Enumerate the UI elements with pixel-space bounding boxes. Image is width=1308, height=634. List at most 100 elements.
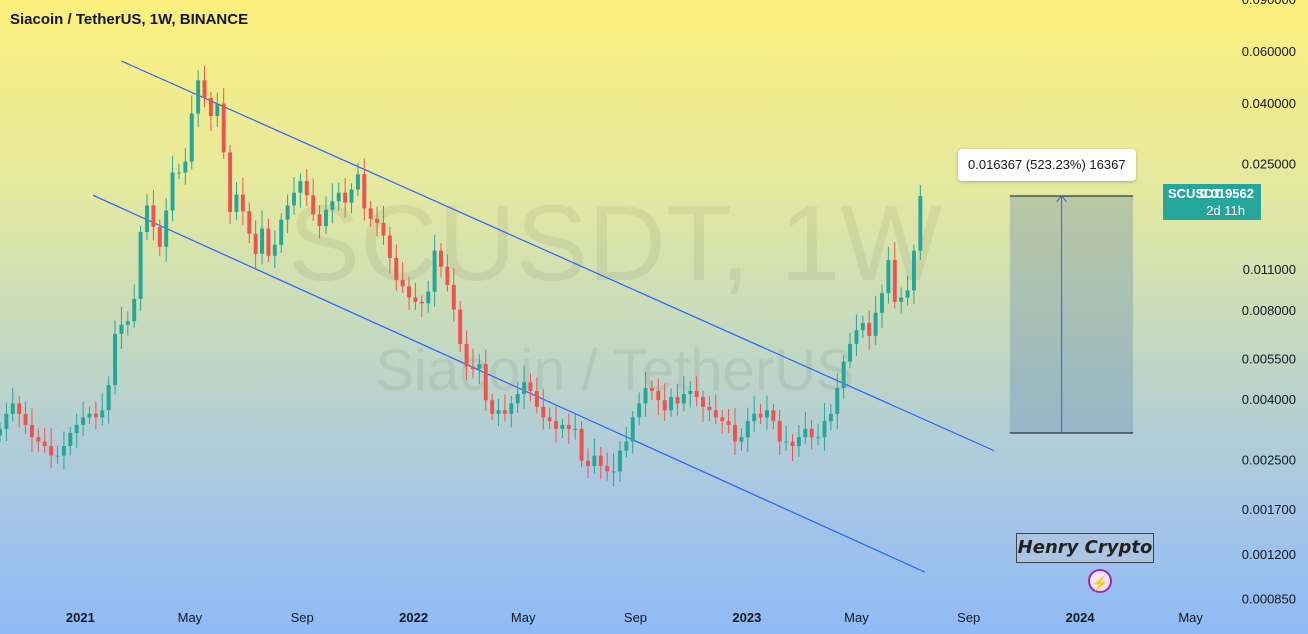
- chart-title: Siacoin / TetherUS, 1W, BINANCE: [10, 11, 249, 28]
- candle-up: [669, 397, 674, 411]
- candle-up: [477, 364, 482, 369]
- x-tick-label: 2022: [399, 610, 428, 625]
- candle-up: [55, 455, 60, 457]
- candle-down: [394, 257, 399, 280]
- lightning-bolt-icon[interactable]: ⚡: [1088, 569, 1112, 593]
- y-tick-label: 0.008000: [1242, 303, 1296, 318]
- candle-up: [132, 298, 137, 322]
- candle-down: [586, 460, 590, 466]
- candle-down: [343, 192, 348, 203]
- candle-up: [764, 410, 769, 418]
- watermark-symbol: SCUSDT, 1W: [288, 182, 942, 303]
- candle-up: [292, 192, 296, 206]
- candle-down: [157, 226, 162, 247]
- candle-down: [266, 228, 271, 256]
- candle-down: [311, 195, 316, 215]
- candle-up: [170, 172, 175, 211]
- candle-up: [873, 312, 878, 336]
- candle-up: [784, 441, 789, 443]
- price-tag-symbol: SCUSDT: [1168, 186, 1222, 201]
- candle-down: [240, 194, 245, 212]
- y-axis[interactable]: 0.090000 0.060000 0.040000 0.025000 0.011000…: [1242, 0, 1296, 606]
- trendline-channel-upper[interactable]: [121, 60, 995, 452]
- candle-down: [598, 455, 603, 466]
- x-tick-label: May: [178, 610, 203, 625]
- candle-up: [630, 417, 635, 442]
- candle-up: [886, 260, 891, 294]
- y-tick-label: 0.001200: [1242, 547, 1296, 562]
- candle-down: [733, 424, 737, 442]
- y-tick-label: 0.025000: [1242, 157, 1296, 172]
- candle-down: [809, 428, 814, 438]
- candle-up: [106, 385, 111, 411]
- candle-down: [554, 421, 559, 429]
- price-tag-countdown: 2d 11h: [1206, 203, 1245, 218]
- candle-down: [694, 390, 699, 398]
- candle-down: [362, 174, 367, 209]
- candle-down: [892, 260, 897, 302]
- watermark-name: Siacoin / TetherUS: [375, 338, 854, 403]
- candle-up: [68, 432, 73, 447]
- candle-up: [100, 410, 105, 418]
- candle-up: [272, 244, 277, 256]
- measure-rect[interactable]: [1009, 195, 1134, 433]
- candle-down: [534, 390, 539, 407]
- candle-down: [151, 205, 156, 227]
- candle-down: [253, 233, 258, 254]
- y-tick-label: 0.060000: [1242, 44, 1296, 59]
- candle-down: [713, 410, 718, 418]
- author-signature: Henry Crypto: [1016, 533, 1154, 563]
- candle-up: [515, 393, 520, 404]
- candle-up: [860, 322, 865, 331]
- candle-up: [336, 192, 341, 202]
- candles: [0, 65, 923, 487]
- candle-up: [573, 428, 578, 430]
- candle-up: [617, 450, 622, 472]
- y-tick-label: 0.002500: [1242, 453, 1296, 468]
- candle-down: [777, 421, 782, 442]
- measure-drawing[interactable]: [1009, 195, 1134, 434]
- candle-down: [656, 390, 661, 401]
- candle-down: [771, 410, 776, 422]
- candle-down: [649, 387, 654, 391]
- candle-down: [528, 382, 533, 391]
- candle-down: [93, 413, 98, 418]
- candle-down: [400, 279, 405, 287]
- candle-down: [707, 406, 712, 411]
- x-axis[interactable]: 2021 May Sep 2022 May Sep 2023 May Sep 2024 May: [66, 610, 1203, 625]
- candle-down: [228, 152, 233, 212]
- candle-up: [899, 297, 904, 302]
- candle-down: [208, 97, 213, 117]
- candle-up: [918, 195, 923, 251]
- trendline-channel-lower[interactable]: [92, 194, 926, 573]
- candle-up: [330, 201, 335, 210]
- y-tick-label: 0.001700: [1242, 502, 1296, 517]
- candle-up: [643, 387, 648, 404]
- trend-channel[interactable]: [92, 60, 995, 573]
- candle-up: [848, 343, 853, 362]
- candle-up: [349, 189, 354, 203]
- candle-down: [317, 214, 322, 227]
- candle-up: [828, 413, 833, 422]
- candle-down: [202, 80, 207, 98]
- candle-down: [29, 424, 34, 438]
- candle-up: [637, 403, 642, 418]
- candle-down: [605, 465, 610, 472]
- candle-down: [387, 235, 392, 258]
- x-tick-label: May: [511, 610, 536, 625]
- candle-up: [87, 413, 92, 418]
- x-tick-label: Sep: [624, 610, 647, 625]
- candle-down: [407, 286, 412, 298]
- candle-up: [215, 103, 220, 117]
- candle-down: [464, 343, 469, 367]
- candle-up: [119, 324, 124, 334]
- candle-down: [701, 397, 706, 407]
- price-tag-value: 0.019562: [1199, 186, 1254, 201]
- candle-up: [113, 333, 118, 386]
- candle-down: [23, 413, 28, 425]
- last-price-tag: SCUSDT 0.019562 2d 11h: [1163, 184, 1261, 220]
- x-tick-label: 2024: [1066, 610, 1096, 625]
- candle-up: [298, 181, 303, 193]
- candle-down: [579, 428, 584, 461]
